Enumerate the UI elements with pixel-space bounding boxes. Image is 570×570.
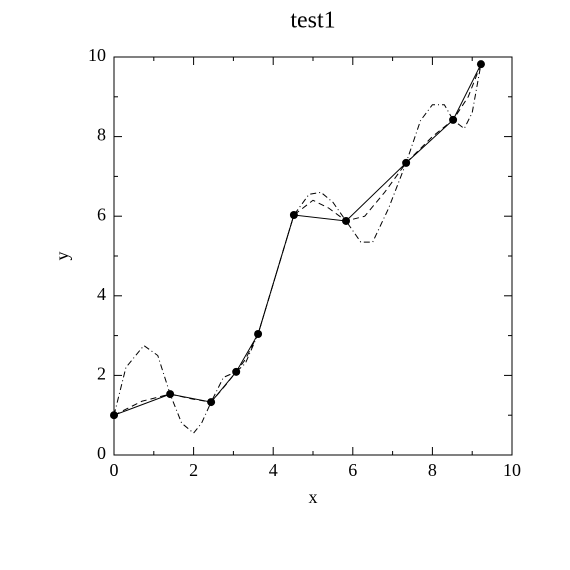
x-tick-label: 2 (189, 460, 198, 480)
y-tick-label: 8 (97, 125, 106, 145)
y-tick-label: 2 (97, 364, 106, 384)
series-line (113, 63, 482, 416)
chart-title: test1 (290, 8, 335, 34)
x-axis-label: x (309, 487, 318, 507)
y-axis-label: y (52, 252, 72, 261)
data-point (289, 211, 298, 220)
series-line (113, 64, 482, 434)
y-tick-label: 10 (88, 45, 106, 65)
x-tick-label: 0 (110, 460, 119, 480)
y-tick-label: 6 (97, 204, 106, 224)
x-tick-label: 4 (269, 460, 278, 480)
series-line (113, 63, 482, 416)
x-tick-label: 8 (428, 460, 437, 480)
y-tick-label: 4 (97, 284, 106, 304)
x-tick-label: 10 (503, 460, 521, 480)
y-tick-label: 0 (97, 443, 106, 463)
x-tick-label: 6 (348, 460, 357, 480)
